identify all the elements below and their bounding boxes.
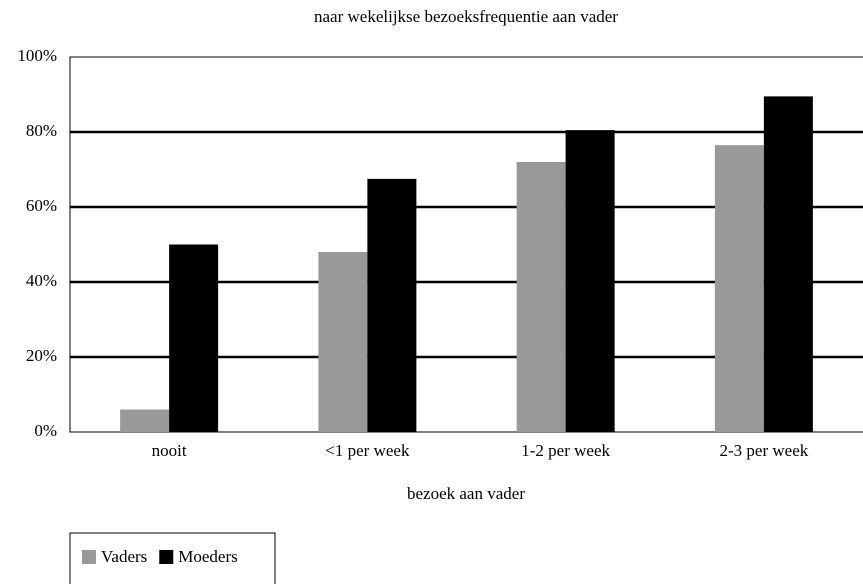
y-tick-label: 100% <box>17 46 57 65</box>
bar <box>714 145 764 432</box>
y-tick-label: 40% <box>26 271 57 290</box>
legend-label: Vaders <box>101 547 147 566</box>
x-axis-label: bezoek aan vader <box>407 484 525 503</box>
bar <box>367 178 417 432</box>
legend-swatch <box>159 550 174 564</box>
bar <box>120 409 170 432</box>
y-tick-label: 0% <box>34 421 57 440</box>
y-tick-label: 80% <box>26 121 57 140</box>
bar <box>318 252 368 432</box>
bar <box>516 162 566 432</box>
y-tick-label: 20% <box>26 346 57 365</box>
bar <box>169 244 219 432</box>
y-tick-label: 60% <box>26 196 57 215</box>
x-tick-label: 1-2 per week <box>521 441 610 460</box>
legend-swatch <box>82 550 96 564</box>
x-tick-label: <1 per week <box>325 441 410 460</box>
bar <box>565 130 615 432</box>
bar <box>763 96 813 432</box>
chart-title: naar wekelijkse bezoeksfrequentie aan va… <box>314 7 618 26</box>
legend-label: Moeders <box>178 547 237 566</box>
x-tick-label: 2-3 per week <box>720 441 809 460</box>
x-tick-label: nooit <box>152 441 187 460</box>
